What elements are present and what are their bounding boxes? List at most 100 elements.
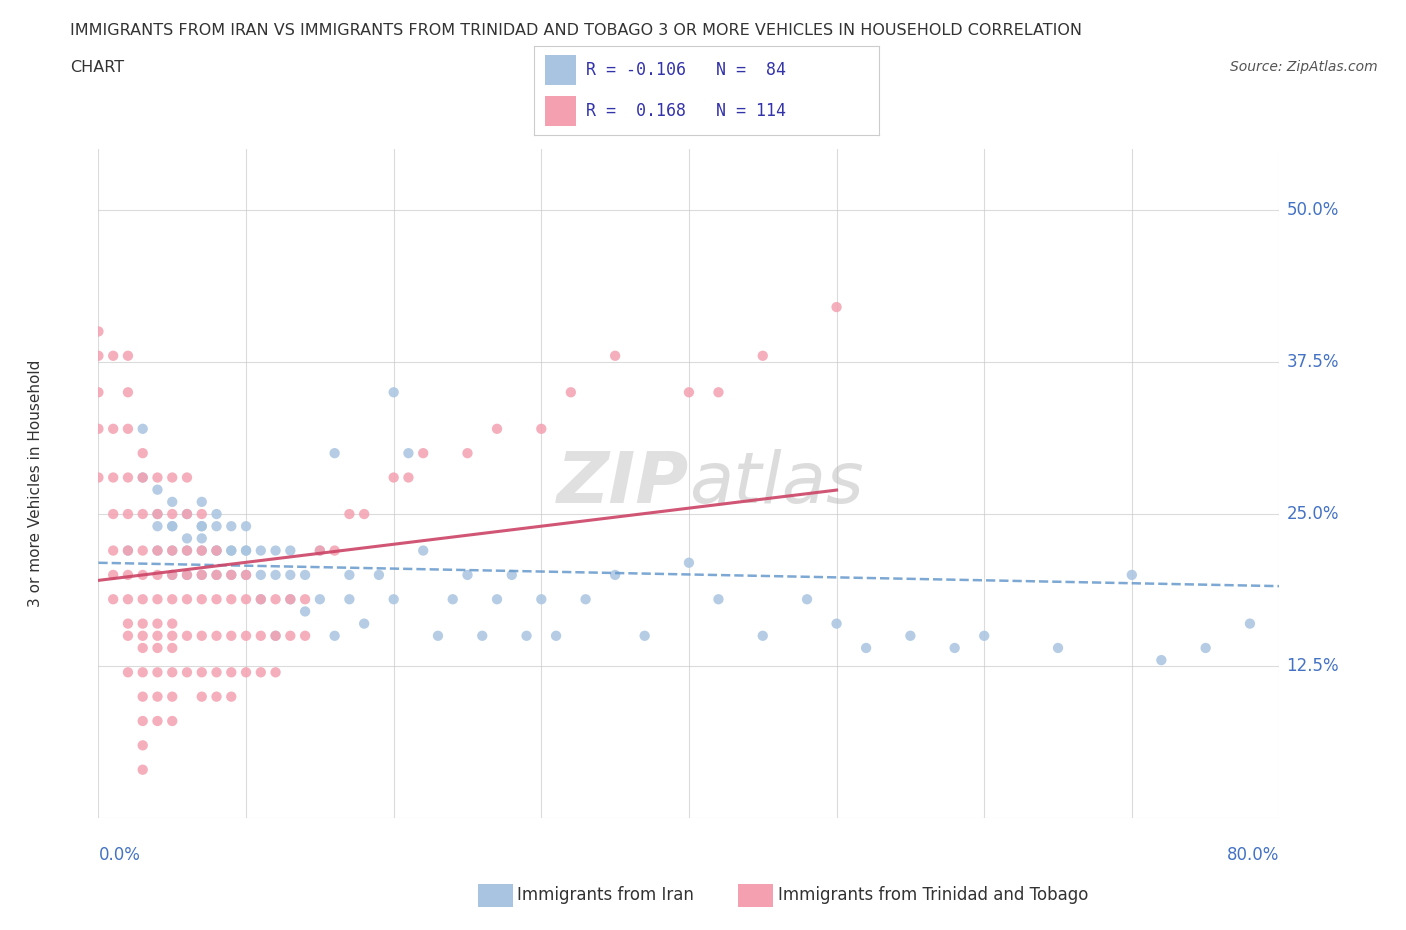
Point	[250, 591, 273, 606]
Point	[1150, 653, 1173, 668]
Point	[132, 713, 155, 728]
FancyBboxPatch shape	[544, 96, 575, 126]
Point	[87, 470, 110, 485]
Point	[162, 519, 183, 534]
Point	[146, 641, 169, 656]
Point	[162, 713, 183, 728]
Point	[544, 629, 567, 644]
Point	[103, 591, 125, 606]
Point	[146, 543, 169, 558]
Point	[132, 641, 155, 656]
Text: Source: ZipAtlas.com: Source: ZipAtlas.com	[1230, 60, 1378, 74]
Point	[219, 519, 242, 534]
Point	[176, 507, 198, 522]
Point	[205, 543, 228, 558]
Point	[146, 519, 169, 534]
Point	[412, 543, 434, 558]
Point	[471, 629, 494, 644]
Point	[176, 591, 198, 606]
Point	[368, 567, 391, 582]
Point	[294, 604, 316, 618]
Point	[132, 421, 155, 436]
Point	[205, 567, 228, 582]
Point	[751, 349, 773, 364]
Point	[176, 665, 198, 680]
Text: 80.0%: 80.0%	[1227, 846, 1279, 864]
Point	[278, 591, 302, 606]
Point	[132, 689, 155, 704]
Text: 37.5%: 37.5%	[1286, 352, 1339, 371]
Point	[117, 385, 139, 400]
Point	[337, 591, 360, 606]
Point	[176, 507, 198, 522]
Text: R = -0.106   N =  84: R = -0.106 N = 84	[586, 61, 786, 79]
Point	[486, 591, 509, 606]
Point	[412, 445, 434, 460]
Point	[103, 567, 125, 582]
Point	[176, 543, 198, 558]
Point	[162, 629, 183, 644]
Point	[278, 629, 302, 644]
Point	[146, 689, 169, 704]
Point	[633, 629, 655, 644]
Text: 0.0%: 0.0%	[98, 846, 141, 864]
Point	[219, 591, 242, 606]
Point	[117, 567, 139, 582]
Point	[103, 507, 125, 522]
Text: IMMIGRANTS FROM IRAN VS IMMIGRANTS FROM TRINIDAD AND TOBAGO 3 OR MORE VEHICLES I: IMMIGRANTS FROM IRAN VS IMMIGRANTS FROM …	[70, 23, 1083, 38]
Text: R =  0.168   N = 114: R = 0.168 N = 114	[586, 102, 786, 120]
Point	[146, 507, 169, 522]
Point	[146, 567, 169, 582]
Point	[205, 519, 228, 534]
Point	[176, 567, 198, 582]
Point	[235, 543, 257, 558]
Point	[678, 385, 700, 400]
Point	[530, 591, 553, 606]
Point	[707, 591, 730, 606]
Point	[191, 531, 214, 546]
Point	[132, 763, 155, 777]
Point	[382, 470, 405, 485]
Point	[117, 543, 139, 558]
Point	[132, 445, 155, 460]
Point	[353, 507, 375, 522]
Point	[103, 349, 125, 364]
Point	[117, 629, 139, 644]
Point	[294, 591, 316, 606]
Point	[191, 543, 214, 558]
Point	[191, 519, 214, 534]
Point	[235, 567, 257, 582]
Point	[87, 349, 110, 364]
Point	[191, 665, 214, 680]
Point	[132, 470, 155, 485]
Text: CHART: CHART	[70, 60, 124, 75]
Point	[162, 689, 183, 704]
Point	[323, 445, 346, 460]
Point	[235, 629, 257, 644]
Point	[132, 543, 155, 558]
Point	[132, 507, 155, 522]
Point	[973, 629, 995, 644]
Point	[132, 470, 155, 485]
Point	[162, 641, 183, 656]
Point	[162, 507, 183, 522]
Point	[855, 641, 877, 656]
Point	[146, 507, 169, 522]
Point	[825, 617, 848, 631]
Point	[103, 470, 125, 485]
Point	[87, 324, 110, 339]
Point	[456, 567, 478, 582]
Point	[162, 543, 183, 558]
Point	[205, 665, 228, 680]
Point	[162, 519, 183, 534]
Point	[278, 567, 302, 582]
Point	[796, 591, 818, 606]
Text: Immigrants from Iran: Immigrants from Iran	[517, 885, 695, 904]
Point	[191, 567, 214, 582]
Point	[219, 629, 242, 644]
Point	[1239, 617, 1261, 631]
Point	[191, 519, 214, 534]
Point	[1195, 641, 1218, 656]
Point	[191, 495, 214, 510]
Point	[219, 665, 242, 680]
